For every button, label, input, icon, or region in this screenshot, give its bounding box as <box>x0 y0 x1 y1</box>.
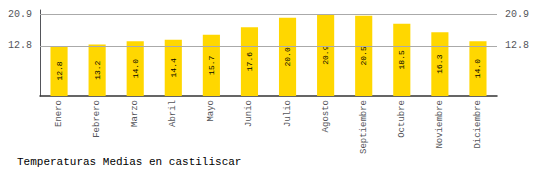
svg-text:14.4: 14.4 <box>169 58 178 77</box>
svg-text:Agosto: Agosto <box>321 100 331 132</box>
svg-text:Octubre: Octubre <box>397 100 407 138</box>
svg-text:18.5: 18.5 <box>397 50 406 69</box>
svg-text:12.8: 12.8 <box>505 40 529 51</box>
svg-text:14.0: 14.0 <box>473 59 482 78</box>
svg-text:Mayo: Mayo <box>206 100 216 122</box>
svg-text:Marzo: Marzo <box>130 100 140 127</box>
svg-text:Noviembre: Noviembre <box>435 100 445 149</box>
svg-text:14.0: 14.0 <box>131 59 140 78</box>
svg-text:Julio: Julio <box>283 100 293 127</box>
svg-text:12.8: 12.8 <box>55 61 64 80</box>
svg-text:Temperaturas Medias en castili: Temperaturas Medias en castiliscar <box>17 156 241 168</box>
svg-text:Junio: Junio <box>244 100 254 127</box>
svg-text:20.0: 20.0 <box>283 47 292 66</box>
svg-text:17.6: 17.6 <box>245 52 254 71</box>
svg-text:Febrero: Febrero <box>92 100 102 138</box>
svg-text:Diciembre: Diciembre <box>473 100 483 149</box>
svg-text:20.9: 20.9 <box>8 9 32 20</box>
svg-text:13.2: 13.2 <box>93 60 102 79</box>
svg-text:12.8: 12.8 <box>8 40 32 51</box>
svg-text:20.5: 20.5 <box>359 46 368 65</box>
svg-text:20.9: 20.9 <box>505 9 529 20</box>
svg-text:15.7: 15.7 <box>207 56 216 75</box>
svg-text:16.3: 16.3 <box>435 54 444 73</box>
svg-text:20.9: 20.9 <box>321 45 330 64</box>
svg-text:Abril: Abril <box>168 100 178 127</box>
svg-text:Septiembre: Septiembre <box>359 100 369 154</box>
svg-text:Enero: Enero <box>54 100 64 127</box>
